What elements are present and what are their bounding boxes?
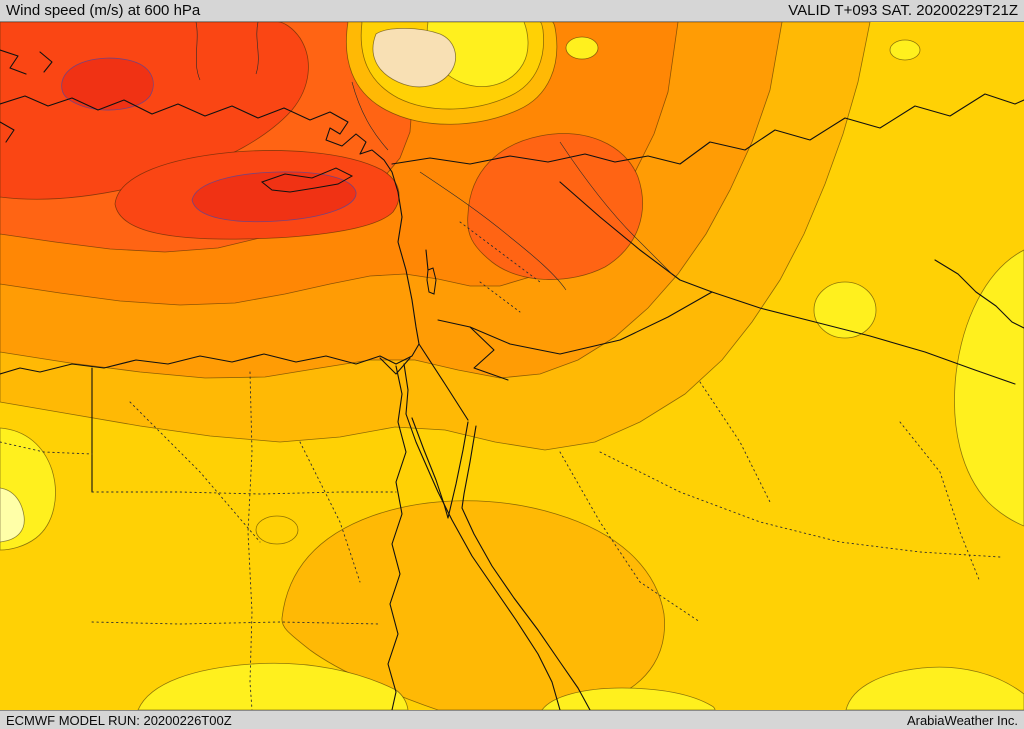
band-min-cream [372,28,456,88]
band-yellow-bottom-strip-center [541,687,716,710]
attribution-label: ArabiaWeather Inc. [906,712,1018,728]
red-sea-east-coast [461,425,591,710]
israel-egypt-border [418,343,469,421]
egypt-admin-dotted-5 [299,441,361,583]
egypt-admin-dotted-4 [129,401,261,543]
contour-map-canvas [0,22,1024,710]
band-amber-south-blob [281,500,665,710]
sinai-east-coast [447,421,469,519]
band-yellow-right-edge [954,249,1024,527]
band-deep-red-core [191,171,357,223]
saudi-admin-dotted-1 [599,451,1001,558]
band-gold-spot-nile [255,515,299,545]
tigris-river [559,141,673,275]
band-yellow-bottom-right-corner [845,666,1024,710]
nile-river [387,365,407,710]
libya-admin-dotted [0,441,93,455]
suez-canal [403,363,409,415]
admin-boundaries [0,221,1001,710]
header-bar: Wind speed (m/s) at 600 hPa VALID T+093 … [0,0,1024,22]
footer-bar: ECMWF MODEL RUN: 20200226T00Z ArabiaWeat… [0,710,1024,729]
nile-delta-branches [379,357,411,375]
euphrates-river [351,81,567,291]
egypt-admin-dotted-2 [247,371,253,710]
aegean-coast-wiggles [0,49,53,143]
band-orange-red-syria-lobe [467,133,643,280]
egypt-admin-dotted-3 [91,621,381,625]
saudi-admin-dotted-3 [559,451,701,623]
model-run-label: ECMWF MODEL RUN: 20200226T00Z [6,712,232,728]
cyprus-island [260,167,354,193]
syria-iraq-border [559,181,713,293]
jordan-saudi-zigzag-border [469,326,509,381]
band-yellow-patch-east-round [813,281,877,339]
band-pale-yellow-left-edge [0,487,25,543]
sinai-west-coast [411,417,449,519]
band-min-yellow-spot-northeast [889,39,921,61]
gulf-of-suez-west-shore [405,413,561,710]
anatolia-rivers [195,22,259,81]
map-title: Wind speed (m/s) at 600 hPa [6,2,201,19]
syria-admin-dotted [459,221,541,313]
band-deep-red-corner [61,57,154,111]
rivers [195,22,673,291]
gulf-coast-east [934,259,1024,329]
wind-speed-map [0,22,1024,710]
band-min-yellow-spot-east [565,36,599,60]
band-yellow-bottom-strip-west [137,662,409,710]
valid-time-label: VALID T+093 SAT. 20200229T21Z [788,2,1018,19]
country-borders [0,49,1024,710]
dead-sea [426,267,437,295]
turkey-eastern-borders [391,93,1024,165]
jordan-river [425,249,429,271]
egypt-admin-dotted-1 [91,491,397,495]
mediterranean-coastline [0,95,420,375]
iraq-saudi-east-border [711,291,1016,385]
